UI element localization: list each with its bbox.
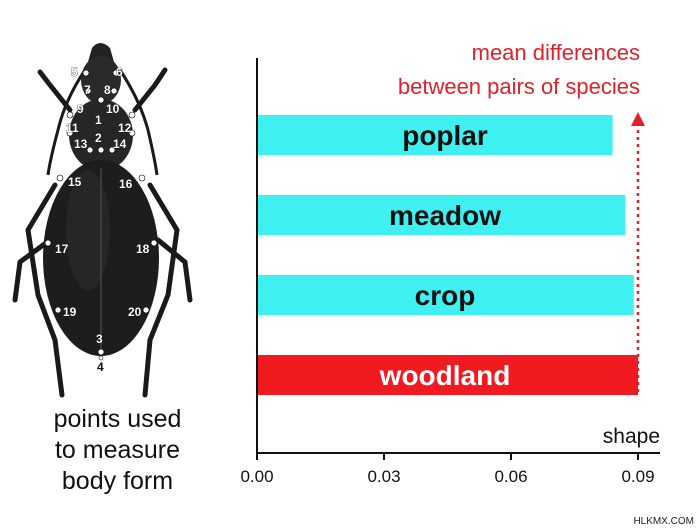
landmark-14: 14 <box>113 137 127 151</box>
beetle-panel: 1 2 3 4 5 6 7 8 9 10 11 12 13 14 15 16 1… <box>0 0 230 531</box>
landmark-4: 4 <box>97 360 104 374</box>
landmark-20: 20 <box>128 305 142 319</box>
bar-meadow <box>257 195 626 235</box>
x-tick-label: 0.06 <box>494 467 527 486</box>
landmark-19: 19 <box>63 305 77 319</box>
landmark-9: 9 <box>77 102 84 116</box>
landmark-15: 15 <box>68 175 82 189</box>
landmark-7: 7 <box>84 83 91 97</box>
landmark-17: 17 <box>55 242 69 256</box>
bar-labels-layer: poplar meadow crop woodland <box>379 120 511 391</box>
x-tick-label: 0.03 <box>367 467 400 486</box>
bar-crop <box>257 275 634 315</box>
annotation-line-2: between pairs of species <box>398 74 640 99</box>
beetle-illustration: 1 2 3 4 5 6 7 8 9 10 11 12 13 14 15 16 1… <box>12 43 193 398</box>
caption-line: body form <box>61 467 174 495</box>
x-tick-label: 0.00 <box>240 467 273 486</box>
beetle-landmark-dots <box>44 69 158 361</box>
bar-woodland <box>257 355 638 395</box>
landmark-18: 18 <box>136 242 150 256</box>
caption-line: points used <box>53 405 182 433</box>
annotation-line-1: mean differences <box>472 40 640 65</box>
bar-label-meadow: meadow <box>389 200 501 231</box>
bar-poplar <box>257 115 613 155</box>
landmark-3: 3 <box>96 332 103 346</box>
annotation-arrow-head <box>631 112 645 126</box>
bar-label-crop: crop <box>415 280 476 311</box>
beetle-legs <box>12 67 193 398</box>
landmark-10: 10 <box>106 102 120 116</box>
landmark-11: 11 <box>66 121 79 135</box>
landmark-5: 5 <box>71 65 78 79</box>
landmark-8: 8 <box>104 83 111 97</box>
beetle-caption: points used to measure body form <box>30 404 205 497</box>
bars-layer <box>257 115 638 395</box>
x-tick-label: 0.09 <box>621 467 654 486</box>
landmark-16: 16 <box>119 177 133 191</box>
landmark-13: 13 <box>74 137 88 151</box>
beetle-pronotum <box>69 99 133 171</box>
bar-label-woodland: woodland <box>379 360 511 391</box>
landmark-2: 2 <box>95 131 102 145</box>
annotation: mean differences between pairs of specie… <box>398 40 640 99</box>
watermark: HLKMX.COM <box>633 516 694 527</box>
landmark-6: 6 <box>116 65 123 79</box>
x-ticks-layer: 0.00 0.03 0.06 0.09 <box>240 453 655 486</box>
beetle-mandibles <box>88 43 114 62</box>
x-axis-label: shape <box>603 425 660 448</box>
beetle-antennae <box>46 69 159 176</box>
bar-label-poplar: poplar <box>402 120 488 151</box>
annotation-arrow <box>631 112 645 392</box>
landmark-12: 12 <box>118 121 132 135</box>
landmark-1: 1 <box>95 113 102 127</box>
caption-line: to measure <box>54 436 181 464</box>
